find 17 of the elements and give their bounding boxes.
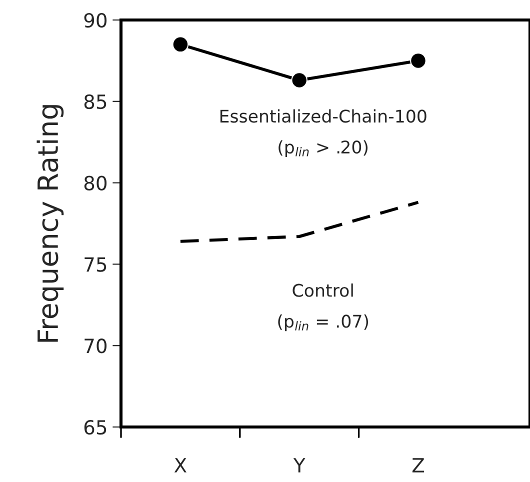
annotation: (p$_{lin}$ > .20) <box>278 140 368 157</box>
y-axis-title: Frequency Rating <box>36 105 64 342</box>
y-tick-label: 65 <box>84 420 106 435</box>
x-tick-label: X <box>174 458 186 472</box>
annotation: (p$_{lin}$ = .07) <box>278 314 368 332</box>
x-tick-label: Y <box>293 458 306 472</box>
point <box>172 36 189 53</box>
y-tick-label: 85 <box>84 94 106 110</box>
y-tick-label: 75 <box>84 257 106 272</box>
point <box>410 52 426 69</box>
text: Control <box>292 283 353 297</box>
x-tick-label: Z <box>412 458 424 472</box>
y-tick-label: 80 <box>84 176 107 190</box>
point <box>291 72 308 88</box>
y-tick-label: 90 <box>84 12 107 28</box>
y-tick-label: 70 <box>84 338 107 354</box>
text: Essentialized-Chain-100 <box>220 109 426 123</box>
